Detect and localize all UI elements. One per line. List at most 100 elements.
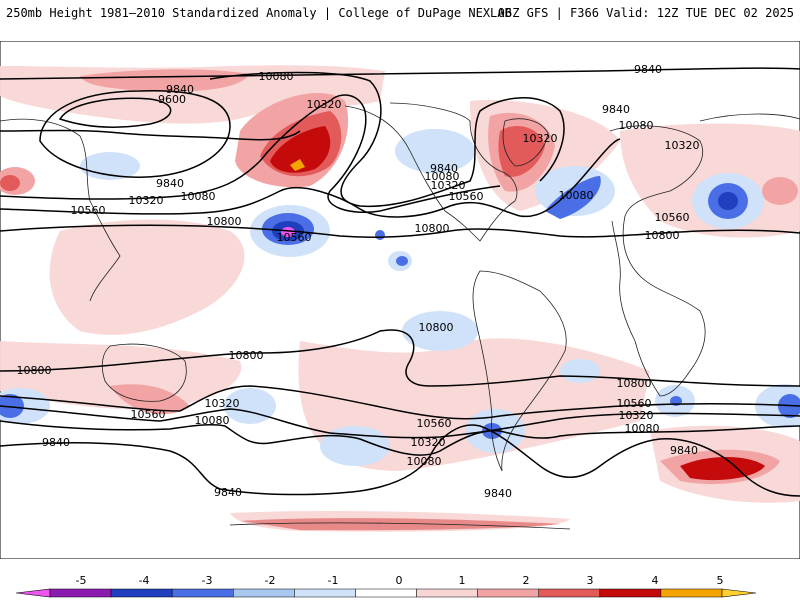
asia-coast [0, 113, 800, 302]
contour-label: 9600 [158, 93, 186, 106]
south-america-coast [472, 270, 567, 472]
contour-label: 10080 [195, 414, 230, 427]
contour-label: 10800 [419, 321, 454, 334]
colorbar-tick-label: -5 [76, 574, 87, 587]
colorbar-tick-label: -1 [328, 574, 339, 587]
colorbar-cell [233, 588, 295, 598]
contour-label: 10560 [449, 190, 484, 203]
contour-10800 [0, 224, 800, 238]
colorbar-arrow-left [15, 588, 51, 598]
contour-label: 10320 [307, 98, 342, 111]
contour-label: 10320 [431, 179, 466, 192]
colorbar-cell [171, 588, 234, 598]
europe-africa-coast [609, 125, 706, 397]
contour-label: 10320 [411, 436, 446, 449]
contour-label: 9840 [430, 162, 458, 175]
contour-label: 10800 [645, 229, 680, 242]
contour-label: 10320 [665, 139, 700, 152]
contour-label: 10080 [425, 170, 460, 183]
colorbar-cells [49, 588, 723, 598]
contour-label: 10080 [619, 119, 654, 132]
anomaly-positive-region [110, 384, 190, 415]
colorbar-tick-label: -3 [202, 574, 213, 587]
colorbar-tick-label: 1 [459, 574, 466, 587]
contour-label: 10800 [229, 349, 264, 362]
model-run-info: 06Z GFS | F366 Valid: 12Z TUE DEC 02 202… [497, 6, 794, 20]
colorbar-tick-label: -2 [265, 574, 276, 587]
height-contours [0, 67, 800, 497]
contour-label: 10560 [655, 211, 690, 224]
colorbar-tick-label: -4 [139, 574, 150, 587]
contour-10320 [0, 94, 501, 213]
contour-label: 10320 [129, 194, 164, 207]
contour-label: 10080 [559, 189, 594, 202]
map-svg: 9840 9600 10080 10320 9840 9840 10080 10… [0, 40, 800, 560]
anomaly-positive-region [49, 219, 245, 335]
contour-10080 [0, 420, 800, 456]
colorbar-cell [416, 588, 478, 598]
contour-10080 [209, 71, 565, 208]
contour-label: 10560 [131, 408, 166, 421]
contour-10560 [0, 138, 621, 218]
contour-label: 10320 [205, 397, 240, 410]
colorbar-cell [110, 588, 173, 598]
contour-10560 [0, 385, 800, 420]
colorbar-tick-label: 5 [717, 574, 724, 587]
contour-label: 9840 [156, 177, 184, 190]
contour-label: 9840 [602, 103, 630, 116]
map-panel: 9840 9600 10080 10320 9840 9840 10080 10… [0, 40, 800, 560]
contour-label: 10800 [207, 215, 242, 228]
colorbar-svg: -5 -4 -3 -2 -1 0 1 2 3 4 5 [15, 574, 757, 598]
north-america-coast [344, 102, 518, 242]
contour-10080 [39, 90, 231, 178]
anomaly-positive-region [270, 126, 331, 173]
anomaly-positive-region [498, 126, 545, 177]
contour-label-layer: 9840 9600 10080 10320 9840 9840 10080 10… [17, 63, 700, 500]
contour-label: 10320 [619, 409, 654, 422]
contour-label: 10080 [181, 190, 216, 203]
anomaly-positive-region [290, 159, 305, 171]
colorbar-tick-label: 4 [652, 574, 659, 587]
colorbar: -5 -4 -3 -2 -1 0 1 2 3 4 5 [0, 570, 800, 600]
contour-10320 [0, 405, 800, 439]
colorbar-tick-label: 0 [396, 574, 403, 587]
australia-coast [101, 343, 187, 402]
coastlines [0, 102, 800, 530]
contour-label: 10080 [407, 455, 442, 468]
contour-label: 10320 [523, 132, 558, 145]
contour-label: 10560 [417, 417, 452, 430]
colorbar-tick-label: 2 [523, 574, 530, 587]
colorbar-cell [599, 588, 662, 598]
colorbar-arrow-right [721, 588, 757, 598]
contour-label: 10560 [617, 397, 652, 410]
colorbar-cell [477, 588, 539, 598]
colorbar-tick-labels: -5 -4 -3 -2 -1 0 1 2 3 4 5 [76, 574, 724, 587]
antarctica-coast [229, 522, 571, 530]
contour-label: 10080 [259, 70, 294, 83]
colorbar-cell [49, 588, 112, 598]
contour-label: 9840 [484, 487, 512, 500]
map-title: 250mb Height 1981–2010 Standardized Anom… [6, 6, 512, 20]
contour-10800 [0, 329, 800, 387]
anomaly-positive-region [240, 518, 560, 531]
colorbar-cell [660, 588, 723, 598]
contour-9840 [0, 424, 800, 497]
colorbar-cell [294, 588, 356, 598]
contour-label: 10800 [17, 364, 52, 377]
contour-label: 10080 [625, 422, 660, 435]
contour-label: 9840 [214, 486, 242, 499]
colorbar-tick-label: 3 [587, 574, 594, 587]
contour-label: 10800 [415, 222, 450, 235]
contour-label: 10800 [617, 377, 652, 390]
anomaly-negative-region [545, 176, 601, 219]
header: 250mb Height 1981–2010 Standardized Anom… [0, 0, 800, 22]
greenland-coast [502, 118, 549, 167]
anomaly-positive-region [80, 69, 250, 92]
contour-label: 9840 [42, 436, 70, 449]
contour-9600 [58, 97, 172, 129]
contour-9840 [0, 67, 800, 141]
colorbar-cell [538, 588, 601, 598]
contour-label: 9840 [634, 63, 662, 76]
contour-label: 9840 [670, 444, 698, 457]
contour-label: 10560 [71, 204, 106, 217]
